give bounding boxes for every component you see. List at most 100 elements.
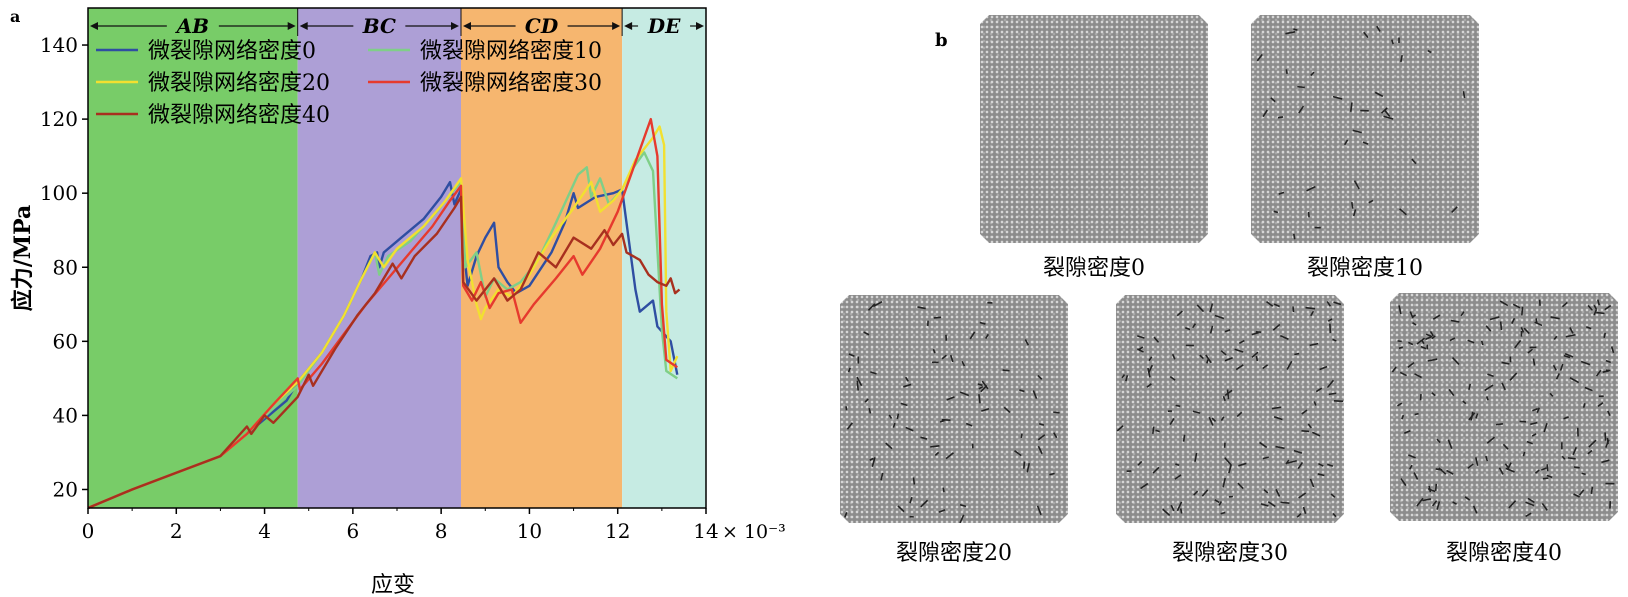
region-arrow-bc [297,8,460,36]
crack-mark [1398,305,1402,315]
crack-mark [978,385,984,390]
region-labels: AB BC CD DE [87,8,704,38]
crack-mark [1462,91,1466,99]
crack-mark [1563,416,1569,420]
crack-mark [1431,335,1436,340]
crack-mark [1414,412,1419,416]
x-axis-label: 应变 [371,573,415,597]
legend-label-1: 微裂隙网络密度10 [420,39,602,64]
y-tick-labels: 20 40 60 80 100 120 140 [40,33,88,501]
crack-mark [1431,500,1438,507]
crack-mark [1509,372,1518,381]
y-tick-label: 80 [53,255,78,279]
crack-mark [1460,311,1465,317]
crack-mark [892,422,896,428]
crack-mark [1596,299,1601,306]
crack-mark [1565,333,1576,338]
region-band-cd [461,8,623,508]
crack-mark [1349,102,1353,112]
crack-mark [1438,467,1447,475]
crack-overlay [844,300,1060,523]
region-label-cd: CD [525,14,559,38]
crack-mark [1191,323,1197,329]
crack-mark [1306,185,1316,192]
crack-mark [1408,454,1416,459]
crack-mark [1352,209,1357,217]
crack-mark [1427,488,1436,493]
crack-mark [1540,467,1547,471]
crack-mark [869,457,874,461]
crack-mark [867,303,876,311]
crack-mark [1155,429,1160,433]
crack-mark [1201,489,1209,497]
crack-mark [1020,433,1023,439]
crack-mark [1485,396,1489,401]
crack-mark [1525,512,1532,518]
crack-mark [1573,466,1580,469]
crack-mark [1121,374,1126,379]
crack-mark [1468,383,1472,391]
crack-mark [1581,472,1586,476]
crack-mark [1171,353,1176,360]
crack-mark [1468,412,1476,421]
crack-mark [1578,489,1585,496]
crack-mark [1512,303,1521,309]
crack-mark [1038,423,1045,426]
crack-mark [1136,335,1145,339]
crack-mark [1569,377,1580,384]
crack-mark [1313,401,1317,406]
crack-mark [897,505,905,513]
crack-mark [1218,501,1222,506]
crack-mark [1588,439,1597,448]
crack-mark [1508,500,1517,509]
crack-mark [1333,301,1342,306]
crack-mark [1451,357,1460,366]
legend-label-0: 微裂隙网络密度0 [148,39,316,64]
crack-mark [1499,321,1503,331]
x-tick-label: 0 [82,519,95,543]
crack-mark [1412,321,1417,326]
crack-mark [1176,501,1183,512]
crack-mark [1263,489,1269,494]
crack-mark [1582,403,1586,408]
crack-mark [1294,352,1300,356]
crack-mark [1194,452,1198,462]
crack-mark [1604,432,1607,441]
crack-mark [941,354,947,360]
x-tick-label: 4 [258,519,271,543]
crack-mark [1153,336,1160,343]
crack-mark [949,354,954,363]
crack-mark [1330,493,1336,498]
x-tick-label: 6 [346,519,359,543]
crack-mark [1311,431,1321,437]
crack-mark [1501,361,1510,365]
crack-mark [1280,501,1290,504]
crack-mark [1495,423,1504,426]
crack-mark [1514,339,1522,349]
crack-mark [1527,497,1535,504]
crack-mark [1176,310,1183,317]
crack-mark [1531,433,1537,437]
crack-mark [1607,410,1611,417]
crack-mark [1251,331,1259,336]
crack-mark [969,331,976,340]
legend-label-2: 微裂隙网络密度20 [148,71,330,96]
crack-mark [1590,486,1594,494]
crack-mark [961,360,966,367]
region-label-de: DE [647,14,681,38]
crack-mark [1053,411,1060,414]
crack-mark [868,408,872,414]
crack-mark [1275,445,1285,450]
crack-mark [1224,329,1231,333]
crack-mark [1511,317,1516,325]
crack-mark [1315,387,1323,393]
crack-mark [1326,379,1335,389]
y-tick-label: 20 [53,477,78,501]
crack-mark [1572,447,1578,456]
sample-label-20: 裂隙密度20 [896,541,1012,566]
crack-mark [977,383,983,387]
crack-mark [1605,359,1611,364]
crack-mark [1332,512,1337,518]
y-axis-label: 应力/MPa [10,205,36,312]
